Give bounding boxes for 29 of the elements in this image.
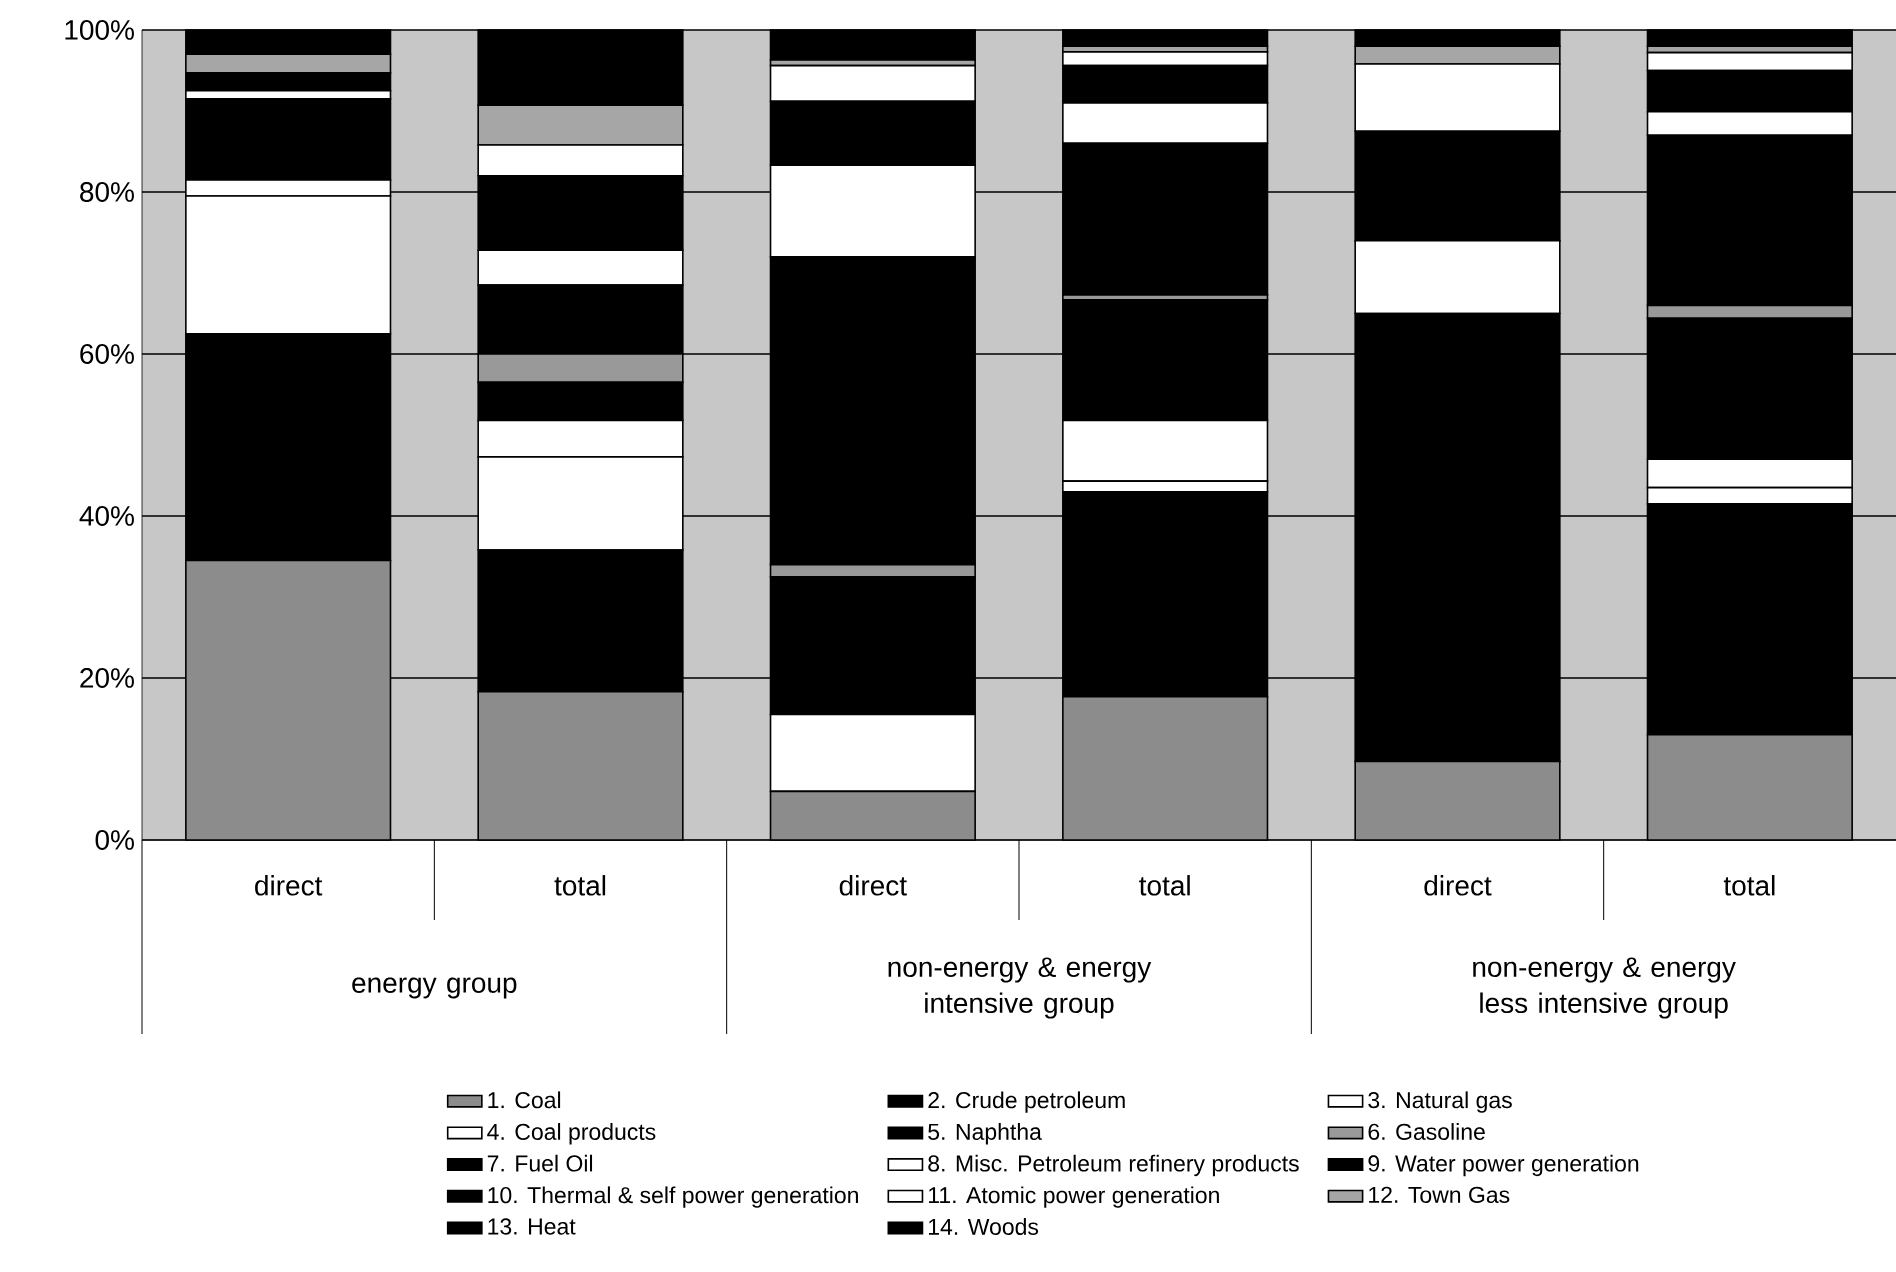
legend-label: 11. Atomic power generation: [929, 1186, 1219, 1208]
x-tick-label: direct: [1424, 875, 1492, 896]
legend-label: 12. Town Gas: [1369, 1186, 1510, 1203]
x-tick-label: total: [1723, 875, 1775, 896]
y-tick-label: 80%: [80, 182, 134, 202]
y-tick-label: 0%: [95, 830, 134, 850]
x-tick-label: direct: [839, 875, 907, 896]
legend-label: 8. Misc. Petroleum refinery products: [928, 1154, 1299, 1177]
x-tick-label: direct: [255, 875, 323, 896]
legend-label: 7. Fuel Oil: [487, 1154, 593, 1172]
legend-label: 2. Crude petroleum: [928, 1091, 1125, 1113]
legend-label: 5. Naphtha: [928, 1123, 1042, 1145]
legend-label: 10. Thermal & self power generation: [488, 1186, 858, 1208]
text: non-energy & energy less intensive group: [1473, 957, 1736, 1019]
text: non-energy & energy intensive group: [888, 957, 1152, 1019]
x-tick-label: total: [1139, 875, 1190, 896]
legend-label: 4. Coal products: [487, 1123, 656, 1145]
legend-label: 13. Heat: [488, 1218, 576, 1235]
y-tick-label: 40%: [79, 506, 134, 526]
legend-label: 3. Natural gas: [1368, 1091, 1512, 1113]
legend-label: 9. Water power generation: [1368, 1154, 1639, 1177]
x-tick-label: total: [554, 875, 606, 896]
y-tick-label: 100%: [65, 20, 134, 40]
legend-label: 1. Coal: [488, 1091, 561, 1109]
y-tick-label: 60%: [80, 344, 134, 364]
legend-label: 6. Gasoline: [1368, 1123, 1485, 1140]
y-tick-label: 20%: [80, 668, 134, 688]
text: energy group: [352, 977, 517, 999]
legend-label: 14. Woods: [929, 1218, 1039, 1235]
